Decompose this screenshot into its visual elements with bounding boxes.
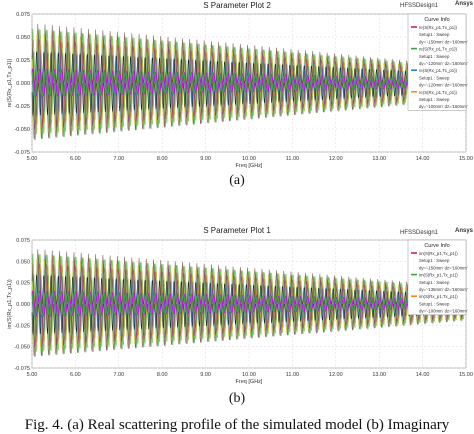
design-name: HFSSDesign1 bbox=[399, 230, 438, 236]
legend: Curve Info re(S(Rx_p1,Tx_p1)) Setup1 : Swe… bbox=[407, 13, 468, 111]
x-tick-label: 15.00 bbox=[459, 156, 473, 162]
chart-a-svg: 5.00 6.00 7.00 8.00 9.00 10.00 11.00 12.00 13.00… bbox=[7, 12, 473, 169]
x-tick-label: 15.00 bbox=[459, 372, 473, 378]
legend-entry: Setup1 : Sweep bbox=[419, 258, 450, 263]
x-tick-label: 13.00 bbox=[372, 372, 386, 378]
legend-entry: re(S(Rx_p1,Tx_p1)) bbox=[419, 25, 458, 30]
chart-b-svg: 5.00 6.00 7.00 8.00 9.00 10.00 11.00 12.00 13.00… bbox=[7, 238, 473, 385]
legend-entry: re(S(Rx_p1,Tx_p1)) bbox=[419, 90, 458, 95]
legend-entry: dy='-135mm' dz='160mm' bbox=[419, 287, 468, 292]
series-line bbox=[31, 249, 467, 357]
legend-title: Curve Info bbox=[424, 243, 449, 249]
x-tick-label: 11.00 bbox=[286, 156, 299, 162]
legend-entry: Setup1 : Sweep bbox=[419, 54, 450, 59]
legend-entry: dy='-100mm' dz='160mm' bbox=[419, 309, 468, 314]
legend-box bbox=[407, 239, 467, 316]
y-axis-label: im(S(Rx_p1,Tx_p1)) bbox=[7, 279, 13, 329]
legend-entry: Setup1 : Sweep bbox=[419, 32, 450, 37]
series-line bbox=[31, 253, 467, 357]
legend-entry: dy='-100mm' dz='160mm' bbox=[419, 104, 468, 109]
y-tick-label: 0.075 bbox=[16, 238, 30, 244]
x-tick-label: 12.00 bbox=[329, 156, 343, 162]
x-tick-label: 8.00 bbox=[157, 372, 168, 378]
legend-entry: re(S(Rx_p1,Tx_p1)) bbox=[419, 47, 458, 52]
x-tick-label: 14.00 bbox=[416, 372, 430, 378]
x-tick-label: 14.00 bbox=[416, 156, 430, 162]
y-tick-label: 0.000 bbox=[16, 302, 30, 308]
brand-label: Ansys bbox=[454, 228, 473, 234]
series-line bbox=[31, 28, 467, 140]
panel-letter: (a) bbox=[229, 173, 245, 188]
design-name: HFSSDesign1 bbox=[399, 3, 438, 9]
legend-entry: im(S(Rx_p1,Tx_p1)) bbox=[419, 273, 458, 278]
x-tick-label: 10.00 bbox=[242, 156, 256, 162]
panel-letter: (b) bbox=[228, 391, 246, 406]
legend-entry: im(S(Rx_p1,Tx_p1)) bbox=[419, 251, 458, 256]
x-tick-label: 7.00 bbox=[113, 372, 124, 378]
series-line-highlight bbox=[31, 290, 467, 318]
x-axis-label: Freq [GHz] bbox=[236, 379, 263, 385]
series-line bbox=[31, 50, 467, 116]
y-tick-label: -0.025 bbox=[14, 323, 30, 329]
series-line bbox=[31, 258, 467, 352]
x-tick-label: 5.00 bbox=[27, 372, 38, 378]
y-tick-label: -0.025 bbox=[14, 104, 30, 110]
y-tick-label: 0.025 bbox=[16, 281, 30, 287]
brand-label: Ansys bbox=[454, 1, 473, 7]
y-tick-label: -0.050 bbox=[14, 127, 30, 133]
x-tick-label: 13.00 bbox=[372, 156, 386, 162]
chart-panel-b: S Parameter Plot 1 HFSSDesign1 Ansys 5.0… bbox=[0, 224, 474, 414]
y-tick-label: 0.075 bbox=[16, 12, 30, 18]
y-tick-label: -0.075 bbox=[14, 366, 30, 372]
y-tick-label: -0.075 bbox=[14, 150, 30, 156]
x-tick-label: 12.00 bbox=[329, 372, 343, 378]
legend-entry: Setup1 : Sweep bbox=[419, 301, 450, 306]
x-tick-label: 9.00 bbox=[200, 372, 211, 378]
y-tick-label: 0.000 bbox=[16, 81, 30, 87]
y-tick-label: 0.050 bbox=[16, 259, 30, 265]
y-tick-label: -0.050 bbox=[14, 345, 30, 351]
x-tick-label: 6.00 bbox=[70, 372, 81, 378]
chart-panel-a: S Parameter Plot 2 HFSSDesign1 Ansys 5.0… bbox=[0, 0, 474, 196]
chart-title: S Parameter Plot 2 bbox=[203, 1, 271, 10]
y-tick-label: 0.050 bbox=[16, 35, 30, 41]
series-line bbox=[31, 33, 467, 135]
series-line bbox=[31, 274, 467, 335]
series-line-highlight bbox=[31, 68, 467, 98]
legend-title: Curve Info bbox=[424, 17, 449, 23]
y-tick-label: 0.025 bbox=[16, 58, 30, 64]
legend-entry: im(S(Rx_p1,Tx_p1)) bbox=[419, 294, 458, 299]
figure-caption: Fig. 4. (a) Real scattering profile of t… bbox=[24, 417, 450, 433]
legend-entry: Setup1 : Sweep bbox=[419, 75, 450, 80]
legend-entry: dy='-120mm' dz='160mm' bbox=[419, 83, 468, 88]
legend-entry: dy='-120mm' dz='160mm' bbox=[419, 61, 468, 66]
series-line bbox=[31, 266, 467, 342]
x-tick-label: 8.00 bbox=[157, 156, 168, 162]
legend-box bbox=[407, 13, 467, 111]
x-axis-label: Freq [GHz] bbox=[236, 163, 263, 169]
x-tick-label: 9.00 bbox=[200, 156, 211, 162]
series-line bbox=[31, 42, 467, 124]
series-group bbox=[31, 23, 467, 140]
x-tick-label: 5.00 bbox=[27, 156, 38, 162]
legend-entry: dy='-150mm' dz='160mm' bbox=[419, 265, 468, 270]
legend-entry: dy='-150mm' dz='160mm' bbox=[419, 39, 468, 44]
x-tick-label: 10.00 bbox=[242, 372, 256, 378]
x-tick-label: 7.00 bbox=[113, 156, 124, 162]
chart-title: S Parameter Plot 1 bbox=[203, 226, 271, 235]
legend: Curve Info im(S(Rx_p1,Tx_p1)) Setup1 : Swe… bbox=[407, 239, 468, 316]
legend-entry: Setup1 : Sweep bbox=[419, 97, 450, 102]
legend-entry: Setup1 : Sweep bbox=[419, 280, 450, 285]
x-tick-label: 6.00 bbox=[70, 156, 81, 162]
series-line bbox=[31, 23, 467, 140]
legend-entry: re(S(Rx_p1,Tx_p1)) bbox=[419, 68, 458, 73]
x-tick-label: 11.00 bbox=[286, 372, 299, 378]
series-group bbox=[31, 249, 467, 357]
y-axis-label: re(S(Rx_p1,Tx_p1)) bbox=[7, 59, 13, 108]
